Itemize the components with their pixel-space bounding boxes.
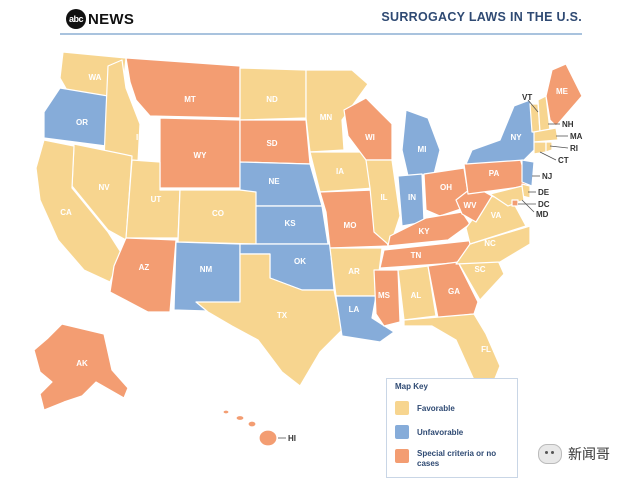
state-hi[interactable] — [222, 409, 278, 447]
label-de: DE — [538, 188, 550, 197]
label-ak: AK — [76, 359, 88, 368]
label-nv: NV — [98, 183, 110, 192]
label-al: AL — [411, 291, 422, 300]
label-nj: NJ — [542, 172, 552, 181]
label-ct: CT — [558, 156, 569, 165]
label-wv: WV — [464, 201, 478, 210]
label-ri: RI — [570, 144, 578, 153]
abc-logo-mark: abc — [66, 9, 86, 29]
label-vt: VT — [522, 93, 532, 102]
label-leader-lines — [278, 99, 569, 439]
label-az: AZ — [139, 263, 150, 272]
watermark-text: 新闻哥 — [568, 447, 610, 463]
label-md: MD — [536, 210, 549, 219]
label-wy: WY — [194, 151, 208, 160]
state-dc[interactable] — [511, 199, 519, 207]
wechat-icon — [538, 444, 562, 464]
news-wordmark: NEWS — [88, 10, 135, 28]
label-me: ME — [556, 87, 569, 96]
label-la: LA — [349, 305, 360, 314]
label-hi: HI — [288, 434, 296, 443]
label-co: CO — [212, 209, 224, 218]
legend-label-unfavorable: Unfavorable — [417, 428, 464, 437]
page-title: SURROGACY LAWS IN THE U.S. — [381, 10, 582, 24]
label-nc: NC — [484, 239, 496, 248]
label-ne: NE — [268, 177, 280, 186]
state-wi[interactable] — [343, 97, 393, 161]
state-ga[interactable] — [427, 261, 479, 319]
label-sc: SC — [474, 265, 485, 274]
state-ms[interactable] — [373, 269, 401, 327]
label-nh: NH — [562, 120, 574, 129]
label-ca: CA — [60, 208, 72, 217]
label-nm: NM — [200, 265, 213, 274]
label-ms: MS — [378, 291, 391, 300]
label-wi: WI — [365, 133, 375, 142]
state-nc[interactable] — [455, 225, 531, 265]
header-divider — [60, 33, 582, 35]
legend-item-favorable: Favorable — [395, 401, 507, 415]
state-tx[interactable] — [195, 253, 343, 387]
label-pa: PA — [489, 169, 500, 178]
map-key-title: Map Key — [395, 382, 428, 391]
state-ma[interactable] — [533, 127, 559, 143]
state-labels: WA OR CA NV ID MT WY UT CO AZ NM ND SD N… — [60, 73, 568, 368]
legend-label-special: Special criteria or no cases — [417, 449, 497, 468]
label-ky: KY — [418, 227, 430, 236]
state-ri[interactable] — [545, 141, 553, 153]
label-va: VA — [491, 211, 502, 220]
favorable-swatch — [395, 401, 409, 415]
label-in: IN — [408, 193, 416, 202]
state-az[interactable] — [109, 237, 177, 313]
label-mo: MO — [344, 221, 357, 230]
state-mn[interactable] — [305, 69, 369, 153]
map-key: Map Key Favorable Unfavorable Special cr… — [386, 378, 518, 478]
label-mn: MN — [320, 113, 333, 122]
abc-news-logo: abc NEWS — [66, 8, 134, 30]
label-ny: NY — [510, 133, 522, 142]
label-oh: OH — [440, 183, 452, 192]
state-mt[interactable] — [125, 57, 241, 119]
label-ar: AR — [348, 267, 360, 276]
state-me[interactable] — [545, 63, 583, 127]
label-ia: IA — [336, 167, 344, 176]
state-ca[interactable] — [35, 139, 123, 283]
label-fl: FL — [481, 345, 491, 354]
external-state-labels: VT NH MA RI CT NJ DE DC MD HI — [288, 93, 583, 443]
label-nd: ND — [266, 95, 278, 104]
unfavorable-swatch — [395, 425, 409, 439]
state-shapes — [33, 51, 583, 447]
label-il: IL — [380, 193, 387, 202]
label-tn: TN — [411, 251, 422, 260]
label-ut: UT — [151, 195, 162, 204]
label-id: ID — [136, 133, 144, 142]
label-wa: WA — [89, 73, 102, 82]
state-ak[interactable] — [33, 323, 129, 411]
state-or[interactable] — [43, 87, 109, 147]
label-ok: OK — [294, 257, 306, 266]
label-tx: TX — [277, 311, 288, 320]
label-sd: SD — [266, 139, 277, 148]
label-mt: MT — [184, 95, 196, 104]
state-ny[interactable] — [465, 99, 537, 165]
state-id[interactable] — [103, 59, 141, 163]
label-ks: KS — [284, 219, 296, 228]
label-or: OR — [76, 118, 88, 127]
header: abc NEWS SURROGACY LAWS IN THE U.S. — [0, 0, 640, 34]
legend-item-unfavorable: Unfavorable — [395, 425, 507, 439]
state-mi[interactable] — [401, 109, 441, 177]
special-swatch — [395, 449, 409, 463]
state-nd[interactable] — [239, 67, 307, 121]
state-nj[interactable] — [521, 159, 535, 187]
label-ma: MA — [570, 132, 583, 141]
watermark: 新闻哥 — [538, 444, 610, 464]
label-ga: GA — [448, 287, 460, 296]
legend-item-special: Special criteria or no cases — [395, 449, 507, 469]
state-al[interactable] — [397, 265, 437, 321]
legend-label-favorable: Favorable — [417, 404, 455, 413]
label-mi: MI — [418, 145, 427, 154]
label-dc: DC — [538, 200, 550, 209]
